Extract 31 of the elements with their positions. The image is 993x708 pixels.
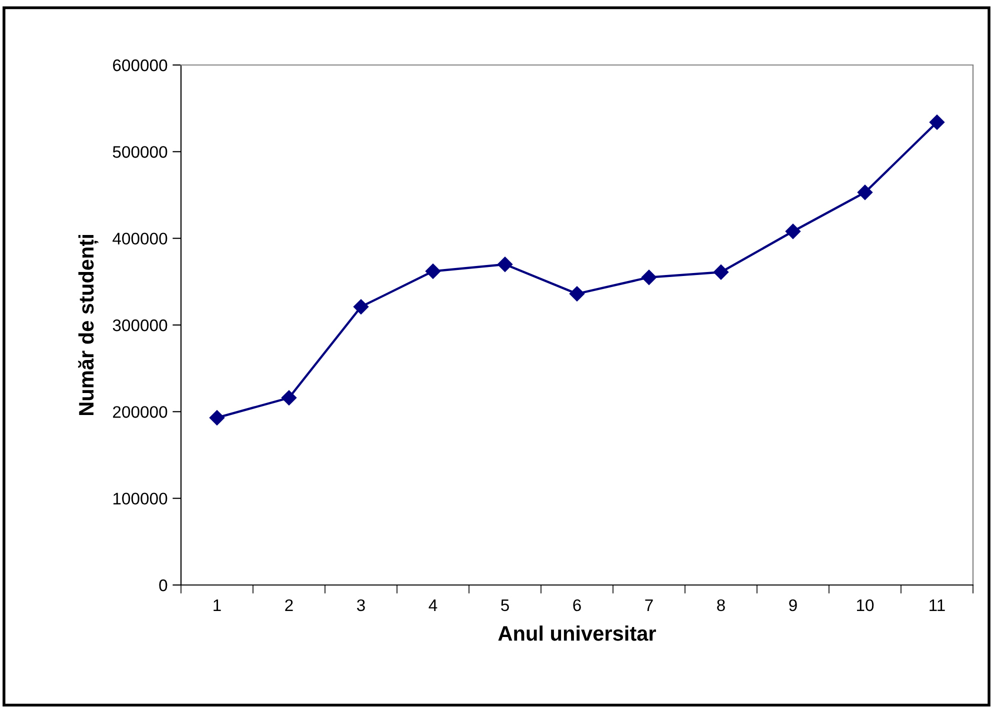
point [929,114,945,130]
x-tick-label: 9 [789,599,797,612]
x-tick-label: 2 [285,599,293,611]
point [281,390,297,406]
x-tick-label: 6 [573,599,581,612]
point [641,270,657,285]
x-tick-label: 5 [501,600,509,612]
y-tick-label: 600000 [113,59,168,72]
y-tick-label: 200000 [113,406,168,418]
point [497,256,513,272]
x-tick-label: 3 [357,599,365,612]
y-tick-label: 300000 [112,319,168,332]
x-axis-title: Anul universitar [498,626,656,641]
point [209,410,225,426]
x-tick-label: 8 [717,599,725,612]
point [857,184,873,200]
x-tick-label: 1 [214,600,221,611]
x-tick-label: 10 [857,599,874,612]
point [353,299,369,314]
y-tick-label: 500000 [112,146,168,158]
point [713,264,729,280]
point [785,224,801,239]
point [569,286,585,302]
y-tick-label: 100000 [113,492,168,505]
x-tick-label: 4 [428,600,438,611]
y-axis-title: Număr de studenți [78,235,98,416]
x-tick-label: 11 [930,600,945,611]
x-tick-label: 7 [645,600,653,611]
y-tick-label: 400000 [112,232,168,245]
point [425,264,441,279]
y-tick-label: 0 [159,579,168,592]
